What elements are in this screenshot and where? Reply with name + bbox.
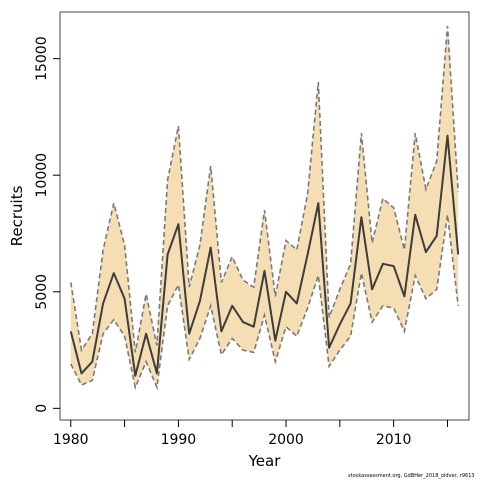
recruits-line [69, 134, 460, 377]
series-lines [69, 25, 460, 391]
x-tick-label: 1990 [161, 432, 197, 448]
upper-bound-line [70, 25, 459, 353]
confidence-band [70, 26, 459, 388]
plot-frame [59, 11, 470, 421]
band-fill [70, 26, 459, 388]
y-axis-label: Recruits [8, 185, 26, 246]
x-tick-label: 2000 [268, 432, 304, 448]
x-axis-label: Year [248, 452, 282, 470]
x-tick-label: 2010 [376, 432, 412, 448]
x-axis: 1980 1990 2000 2010 [53, 420, 448, 448]
y-tick-label: 0 [34, 404, 50, 413]
y-tick-label: 5000 [34, 274, 50, 310]
x-tick-label: 1980 [53, 432, 89, 448]
lower-bound-line [70, 214, 459, 391]
y-axis: 0 5000 10000 15000 [34, 36, 60, 413]
footnote: stockassessment.org, GdBHer_2018_oldver,… [348, 473, 475, 479]
y-tick-label: 10000 [34, 153, 50, 198]
y-tick-label: 15000 [34, 36, 50, 81]
